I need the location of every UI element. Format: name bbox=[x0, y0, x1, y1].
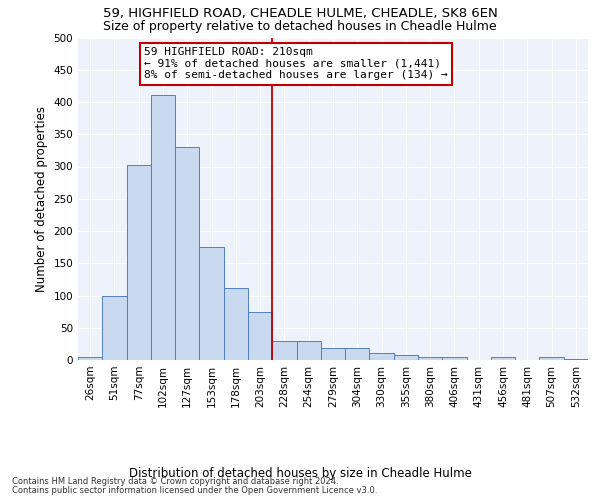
Bar bbox=[78, 357, 102, 360]
Bar bbox=[345, 348, 370, 360]
Bar bbox=[539, 357, 564, 360]
Bar bbox=[151, 95, 175, 360]
Bar bbox=[418, 358, 442, 360]
Bar bbox=[394, 356, 418, 360]
Bar bbox=[127, 165, 151, 360]
Text: 59 HIGHFIELD ROAD: 210sqm
← 91% of detached houses are smaller (1,441)
8% of sem: 59 HIGHFIELD ROAD: 210sqm ← 91% of detac… bbox=[145, 47, 448, 80]
Bar bbox=[564, 358, 588, 360]
Text: Contains HM Land Registry data © Crown copyright and database right 2024.: Contains HM Land Registry data © Crown c… bbox=[12, 477, 338, 486]
Bar bbox=[199, 247, 224, 360]
Text: Size of property relative to detached houses in Cheadle Hulme: Size of property relative to detached ho… bbox=[103, 20, 497, 33]
Bar bbox=[224, 288, 248, 360]
Bar bbox=[370, 353, 394, 360]
Bar bbox=[296, 340, 321, 360]
Bar bbox=[248, 312, 272, 360]
Bar bbox=[321, 348, 345, 360]
Bar bbox=[102, 296, 127, 360]
Y-axis label: Number of detached properties: Number of detached properties bbox=[35, 106, 48, 292]
Bar bbox=[442, 358, 467, 360]
Text: Distribution of detached houses by size in Cheadle Hulme: Distribution of detached houses by size … bbox=[128, 468, 472, 480]
Bar bbox=[272, 340, 296, 360]
Bar bbox=[491, 357, 515, 360]
Text: Contains public sector information licensed under the Open Government Licence v3: Contains public sector information licen… bbox=[12, 486, 377, 495]
Text: 59, HIGHFIELD ROAD, CHEADLE HULME, CHEADLE, SK8 6EN: 59, HIGHFIELD ROAD, CHEADLE HULME, CHEAD… bbox=[103, 8, 497, 20]
Bar bbox=[175, 147, 199, 360]
